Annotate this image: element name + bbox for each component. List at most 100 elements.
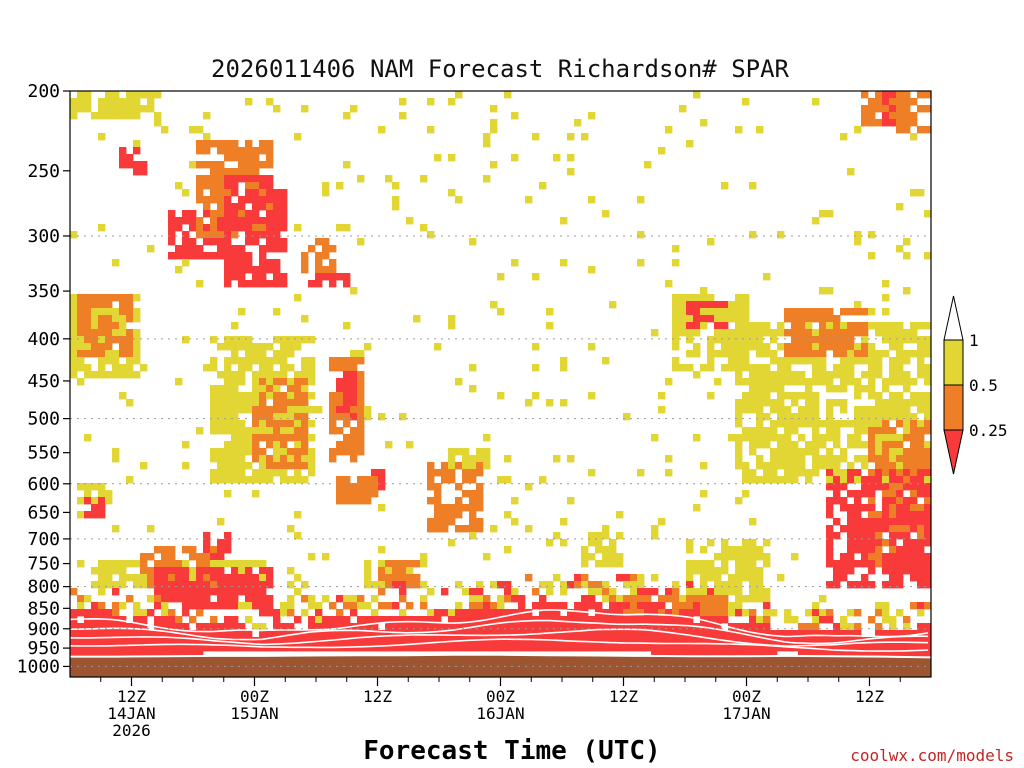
ri-cell [350,427,358,435]
ri-cell [161,546,169,554]
ri-cell [182,574,190,582]
ri-cell [819,210,827,218]
ri-cell [189,546,197,554]
ri-cell [168,616,176,624]
ri-cell [140,574,148,582]
ri-cell [413,616,421,624]
ri-cell [224,574,232,582]
ri-cell [868,560,876,568]
ri-cell [469,532,477,540]
ri-cell [364,406,372,414]
ri-cell [196,161,204,169]
ri-cell [245,574,253,582]
ri-cell [882,511,890,519]
legend-swatch-1 [943,339,964,386]
ri-cell [658,644,666,652]
ri-cell [637,581,645,589]
ri-cell [721,364,729,372]
ri-cell [112,455,120,463]
ri-cell [140,161,148,169]
legend-label-0: 1 [969,331,979,350]
ri-cell [910,392,918,400]
ri-cell [847,504,855,512]
ri-cell [735,308,743,316]
ri-cell [770,336,778,344]
ri-cell [308,420,316,428]
ri-cell [728,315,736,323]
ri-cell [917,511,925,519]
plot-field [70,91,931,677]
ri-cell [910,602,918,610]
ri-cell [875,532,883,540]
ri-cell [854,413,862,421]
ri-cell [77,308,85,316]
ri-cell [875,630,883,638]
ri-cell [343,399,351,407]
ri-cell [224,476,232,484]
ri-cell [70,336,78,344]
ri-cell [735,448,743,456]
ri-cell [749,371,757,379]
ri-cell [749,560,757,568]
ri-cell [889,448,897,456]
ri-cell [350,378,358,386]
ri-cell [644,623,652,631]
ri-cell [315,252,323,260]
ri-cell [609,637,617,645]
ri-cell [910,560,918,568]
ri-cell [728,301,736,309]
ri-cell [686,637,694,645]
ri-cell [105,329,113,337]
ri-cell [756,413,764,421]
ri-cell [567,581,575,589]
ri-cell [903,448,911,456]
ri-cell [917,532,925,540]
ri-cell [280,224,288,232]
ri-cell [735,497,743,505]
ri-cell [903,504,911,512]
ri-cell [252,413,260,421]
ri-cell [889,504,897,512]
ri-cell [259,392,267,400]
ri-cell [231,357,239,365]
ri-cell [350,637,358,645]
ri-cell [350,406,358,414]
ri-cell [910,378,918,386]
ri-cell [154,119,162,127]
ri-cell [266,280,274,288]
ri-cell [770,378,778,386]
ri-cell [812,413,820,421]
ri-cell [168,609,176,617]
ri-cell [224,238,232,246]
ri-cell [903,539,911,547]
ri-cell [476,490,484,498]
ri-cell [728,336,736,344]
ri-cell [637,616,645,624]
y-tick-label-200: 200 [27,81,60,102]
ri-cell [294,637,302,645]
ri-cell [343,448,351,456]
ri-cell [791,329,799,337]
ri-cell [273,441,281,449]
ri-cell [917,189,925,197]
ri-cell [735,441,743,449]
ri-cell [749,406,757,414]
ri-cell [770,651,778,659]
ri-cell [266,595,274,603]
ri-cell [98,371,106,379]
ri-cell [756,441,764,449]
ri-cell [175,252,183,260]
x-tick-label-1-1: 00Z [240,687,269,706]
ri-cell [735,301,743,309]
ri-cell [742,98,750,106]
ri-cell [119,161,127,169]
ri-cell [924,602,931,610]
ri-cell [833,315,841,323]
ri-cell [217,560,225,568]
ri-cell [749,609,757,617]
ri-cell [770,434,778,442]
ri-cell [924,651,931,659]
ri-cell [882,91,890,99]
ri-cell [196,574,204,582]
ri-cell [406,602,414,610]
